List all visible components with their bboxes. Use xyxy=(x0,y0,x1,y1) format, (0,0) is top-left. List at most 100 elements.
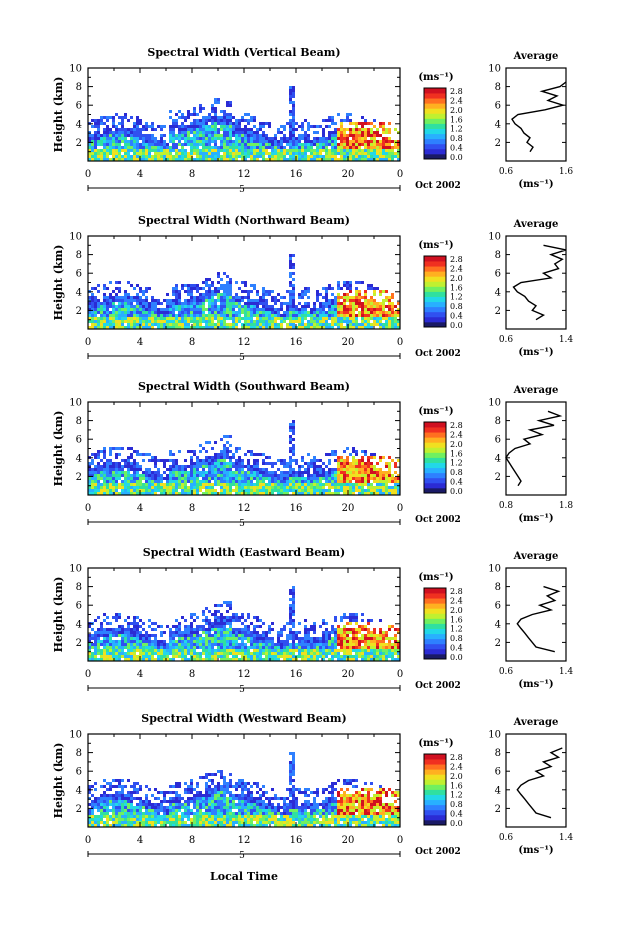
heatmap-cell xyxy=(199,658,202,661)
panel-title: Spectral Width (Northward Beam) xyxy=(138,214,350,227)
heatmap-cell xyxy=(91,658,94,661)
heatmap-cell xyxy=(364,128,367,131)
heatmap-cell xyxy=(97,152,100,155)
heatmap-cell xyxy=(100,137,103,140)
heatmap-cell xyxy=(88,646,91,649)
heatmap-cell xyxy=(379,477,382,480)
heatmap-cell xyxy=(397,459,400,462)
heatmap-cell xyxy=(322,474,325,477)
heatmap-cell xyxy=(271,158,274,161)
heatmap-cell xyxy=(226,290,229,293)
heatmap-cell xyxy=(220,658,223,661)
heatmap-cell xyxy=(346,486,349,489)
heatmap-cell xyxy=(94,137,97,140)
heatmap-cell xyxy=(265,471,268,474)
heatmap-cell xyxy=(262,152,265,155)
heatmap-cell xyxy=(310,323,313,326)
heatmap-cell xyxy=(214,125,217,128)
heatmap-cell xyxy=(184,625,187,628)
heatmap-cell xyxy=(379,468,382,471)
heatmap-cell xyxy=(214,287,217,290)
heatmap-cell xyxy=(292,320,295,323)
heatmap-cell xyxy=(229,317,232,320)
heatmap-cell xyxy=(241,296,244,299)
heatmap-cell xyxy=(208,462,211,465)
heatmap-cell xyxy=(115,152,118,155)
heatmap-cell xyxy=(385,465,388,468)
heatmap-cell xyxy=(184,143,187,146)
heatmap-cell xyxy=(205,131,208,134)
heatmap-cell xyxy=(133,317,136,320)
heatmap-cell xyxy=(289,613,292,616)
heatmap-cell xyxy=(328,302,331,305)
heatmap-cell xyxy=(364,146,367,149)
colorbar-swatch xyxy=(424,266,446,272)
heatmap-cell xyxy=(106,486,109,489)
heatmap-cell xyxy=(118,128,121,131)
heatmap-cell xyxy=(256,152,259,155)
heatmap-cell xyxy=(289,326,292,329)
heatmap-cell xyxy=(328,134,331,137)
heatmap-cell xyxy=(217,619,220,622)
heatmap-cell xyxy=(265,299,268,302)
heatmap-cell xyxy=(253,634,256,637)
heatmap-cell xyxy=(154,649,157,652)
heatmap-cell xyxy=(271,492,274,495)
colorbar-swatch xyxy=(424,271,446,277)
heatmap-cell xyxy=(271,314,274,317)
heatmap-cell xyxy=(334,134,337,137)
heatmap-cell xyxy=(217,134,220,137)
heatmap-cell xyxy=(376,492,379,495)
heatmap-cell xyxy=(121,471,124,474)
heatmap-cell xyxy=(172,149,175,152)
heatmap-cell xyxy=(172,459,175,462)
heatmap-cell xyxy=(112,323,115,326)
heatmap-cell xyxy=(202,649,205,652)
heatmap-cell xyxy=(265,137,268,140)
heatmap-cell xyxy=(220,649,223,652)
heatmap-cell xyxy=(148,459,151,462)
heatmap-cell xyxy=(394,314,397,317)
heatmap-cell xyxy=(178,480,181,483)
heatmap-cell xyxy=(364,131,367,134)
heatmap-cell xyxy=(145,486,148,489)
heatmap-cell xyxy=(163,649,166,652)
heatmap-cell xyxy=(370,308,373,311)
heatmap-cell xyxy=(349,462,352,465)
heatmap-cell xyxy=(349,152,352,155)
heatmap-cell xyxy=(163,149,166,152)
heatmap-cell xyxy=(106,631,109,634)
heatmap-cell xyxy=(364,143,367,146)
heatmap-cell xyxy=(286,474,289,477)
heatmap-cell xyxy=(148,155,151,158)
colorbar-tick-label: 0.8 xyxy=(450,302,463,311)
heatmap-cell xyxy=(349,113,352,116)
heatmap-cell xyxy=(166,149,169,152)
heatmap-cell xyxy=(112,290,115,293)
heatmap-cell xyxy=(310,459,313,462)
heatmap-cell xyxy=(238,134,241,137)
heatmap-cell xyxy=(358,128,361,131)
heatmap-cell xyxy=(313,462,316,465)
heatmap-cell xyxy=(136,649,139,652)
heatmap-cell xyxy=(91,459,94,462)
heatmap-cell xyxy=(193,646,196,649)
heatmap-cell xyxy=(295,314,298,317)
heatmap-cell xyxy=(166,646,169,649)
heatmap-cell xyxy=(397,483,400,486)
heatmap-cell xyxy=(271,137,274,140)
heatmap-cell xyxy=(157,326,160,329)
heatmap-cell xyxy=(130,149,133,152)
heatmap-cell xyxy=(88,149,91,152)
heatmap-cell xyxy=(340,152,343,155)
heatmap-cell xyxy=(382,125,385,128)
heatmap-cell xyxy=(331,453,334,456)
heatmap-cell xyxy=(331,137,334,140)
heatmap-cell xyxy=(376,320,379,323)
heatmap-cell xyxy=(265,492,268,495)
heatmap-cell xyxy=(229,140,232,143)
profile-x-tick-label: 0.6 xyxy=(499,167,514,177)
heatmap-cell xyxy=(208,149,211,152)
heatmap-cell xyxy=(229,152,232,155)
heatmap-cell xyxy=(112,296,115,299)
